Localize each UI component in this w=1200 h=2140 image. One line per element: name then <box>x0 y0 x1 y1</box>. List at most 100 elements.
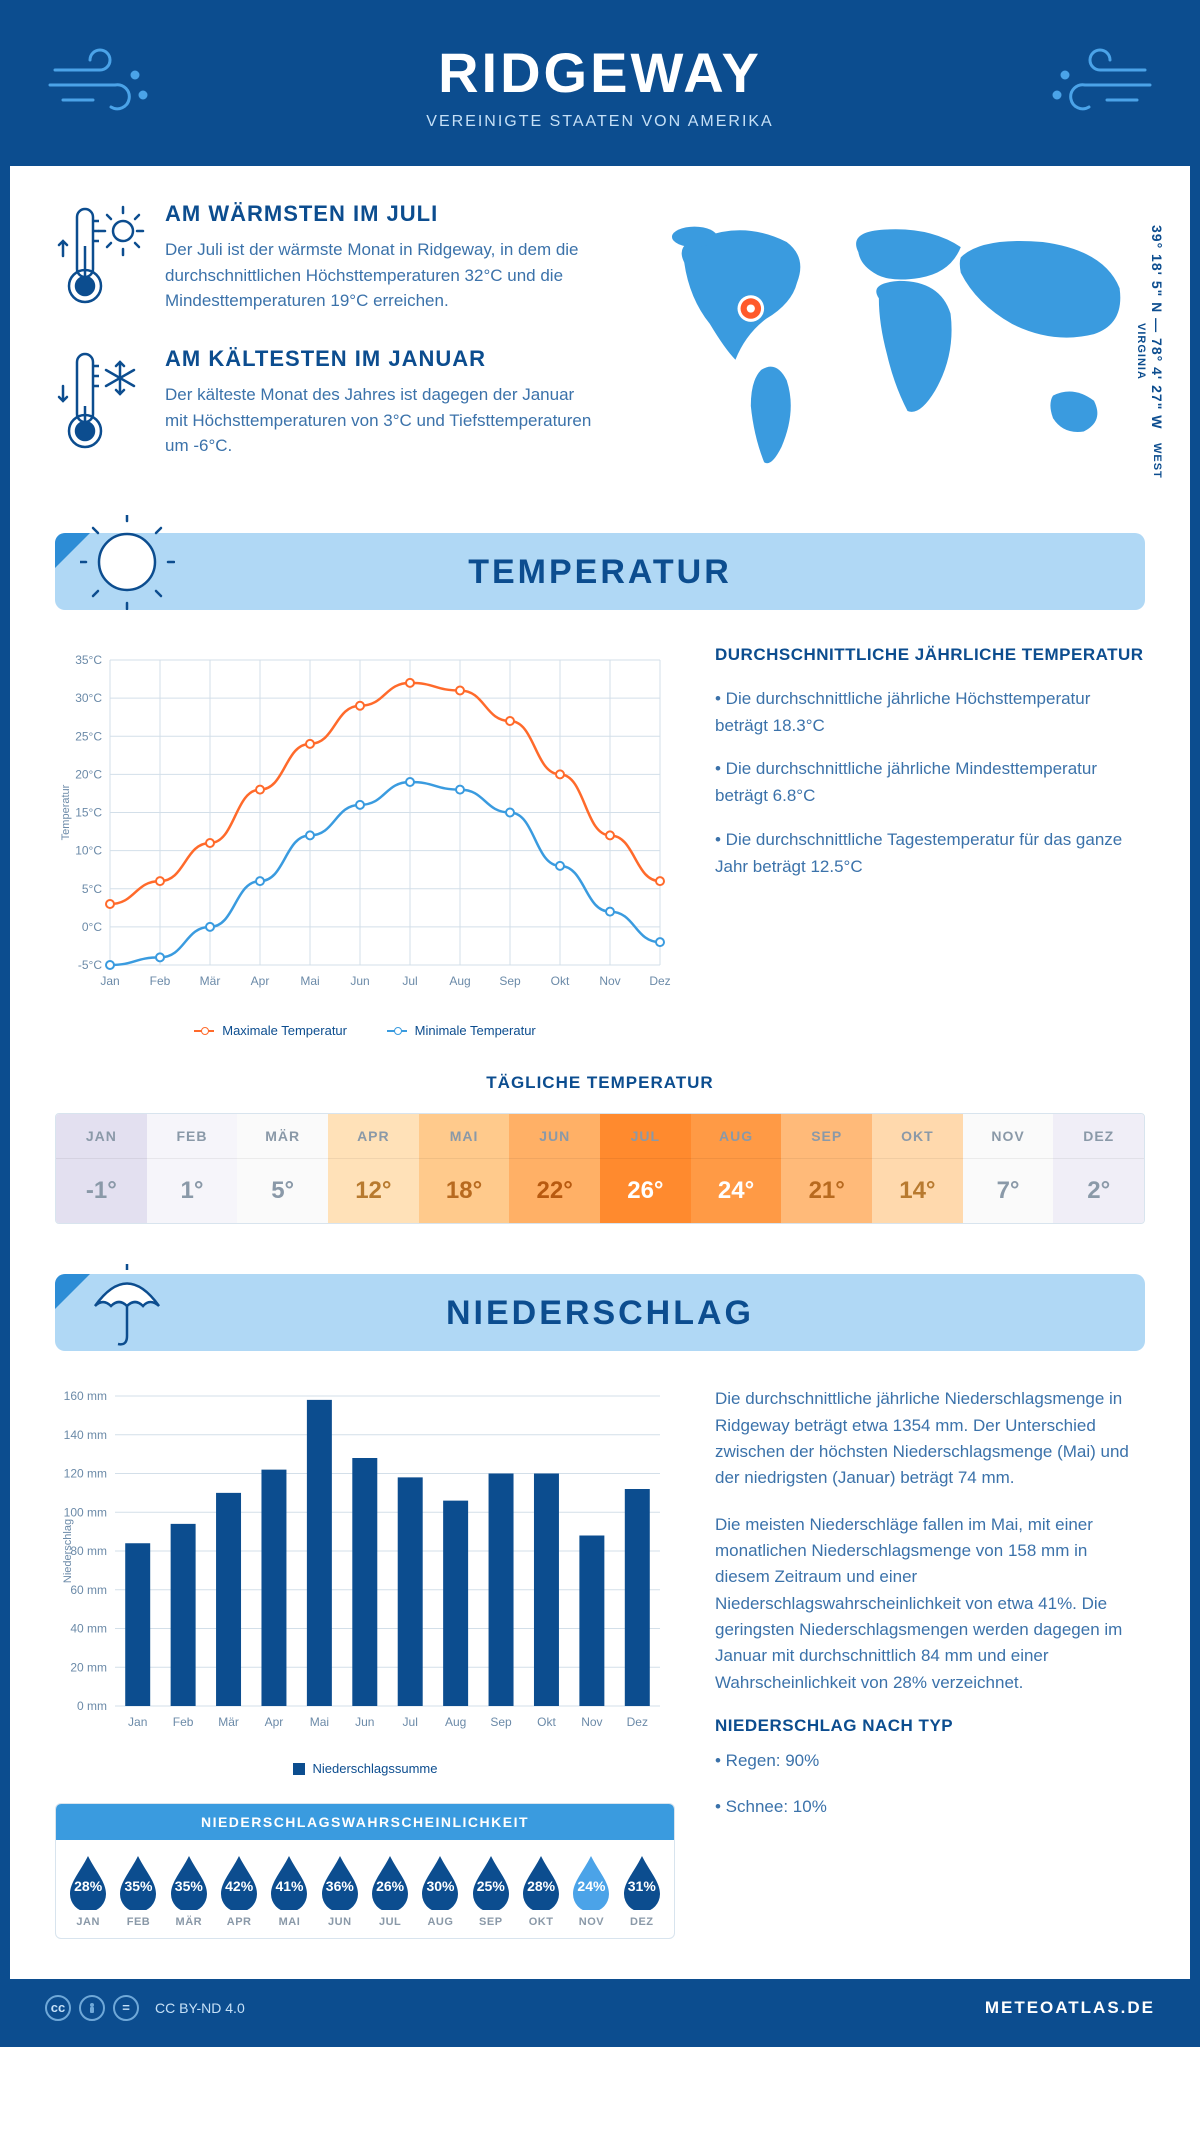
svg-text:Jan: Jan <box>100 974 119 988</box>
temp-bullet: • Die durchschnittliche jährliche Mindes… <box>715 755 1145 809</box>
svg-text:60 mm: 60 mm <box>70 1583 107 1597</box>
temp-strip-cell: JUL 26° <box>600 1114 691 1223</box>
month-label: SEP <box>467 1916 515 1928</box>
month-label: MÄR <box>165 1916 213 1928</box>
svg-text:Jun: Jun <box>355 1715 374 1729</box>
by-icon <box>79 1995 105 2021</box>
intro-left: AM WÄRMSTEN IM JULI Der Juli ist der wär… <box>55 201 593 493</box>
temp-strip-cell: JAN -1° <box>56 1114 147 1223</box>
svg-text:Mär: Mär <box>218 1715 239 1729</box>
prob-cell: 28% OKT <box>517 1854 565 1928</box>
svg-text:140 mm: 140 mm <box>64 1428 107 1442</box>
fact-cold-text: Der kälteste Monat des Jahres ist dagege… <box>165 382 593 459</box>
prob-cell: 35% FEB <box>114 1854 162 1928</box>
svg-text:Mai: Mai <box>310 1715 329 1729</box>
temp-value: 14° <box>872 1159 963 1223</box>
svg-text:5°C: 5°C <box>82 882 102 896</box>
svg-text:Feb: Feb <box>150 974 171 988</box>
legend-min: Minimale Temperatur <box>415 1023 536 1038</box>
section-banner-precip: NIEDERSCHLAG <box>55 1274 1145 1351</box>
prob-cell: 41% MAI <box>265 1854 313 1928</box>
chart-legend: Niederschlagssumme <box>55 1761 675 1778</box>
fact-warm: AM WÄRMSTEN IM JULI Der Juli ist der wär… <box>55 201 593 316</box>
svg-text:-5°C: -5°C <box>78 958 102 972</box>
daily-temp-heading: TÄGLICHE TEMPERATUR <box>55 1073 1145 1093</box>
svg-text:20°C: 20°C <box>75 767 102 781</box>
month-label: OKT <box>517 1916 565 1928</box>
precip-type-bullet: • Regen: 90% <box>715 1748 1145 1774</box>
wind-icon <box>45 45 155 125</box>
month-label: MÄR <box>237 1114 328 1159</box>
sun-icon <box>80 515 175 615</box>
license: cc = CC BY-ND 4.0 <box>45 1995 245 2021</box>
month-label: MAI <box>419 1114 510 1159</box>
precip-type-title: NIEDERSCHLAG NACH TYP <box>715 1716 1145 1736</box>
svg-text:Nov: Nov <box>581 1715 602 1729</box>
temp-strip-cell: OKT 14° <box>872 1114 963 1223</box>
month-label: OKT <box>872 1114 963 1159</box>
temp-bullet: • Die durchschnittliche jährliche Höchst… <box>715 685 1145 739</box>
svg-text:120 mm: 120 mm <box>64 1467 107 1481</box>
svg-text:160 mm: 160 mm <box>64 1389 107 1403</box>
svg-text:Jun: Jun <box>350 974 369 988</box>
temp-value: 2° <box>1053 1159 1144 1223</box>
prob-value: 42% <box>217 1854 261 1910</box>
precip-type-bullet: • Schnee: 10% <box>715 1794 1145 1820</box>
svg-text:Mai: Mai <box>300 974 319 988</box>
prob-value: 24% <box>569 1854 613 1910</box>
prob-value: 30% <box>418 1854 462 1910</box>
month-label: AUG <box>691 1114 782 1159</box>
prob-value: 36% <box>318 1854 362 1910</box>
prob-cell: 35% MÄR <box>165 1854 213 1928</box>
svg-text:15°C: 15°C <box>75 805 102 819</box>
svg-text:0 mm: 0 mm <box>77 1699 107 1713</box>
svg-text:100 mm: 100 mm <box>64 1506 107 1520</box>
temp-strip-cell: FEB 1° <box>147 1114 238 1223</box>
prob-value: 35% <box>116 1854 160 1910</box>
prob-value: 41% <box>267 1854 311 1910</box>
prob-value: 35% <box>167 1854 211 1910</box>
svg-text:Temperatur: Temperatur <box>60 784 72 840</box>
fact-cold-title: AM KÄLTESTEN IM JANUAR <box>165 346 593 372</box>
month-label: SEP <box>781 1114 872 1159</box>
svg-text:Apr: Apr <box>251 974 270 988</box>
temp-strip-cell: MÄR 5° <box>237 1114 328 1223</box>
page-subtitle: VEREINIGTE STAATEN VON AMERIKA <box>30 113 1170 131</box>
thermometer-sun-icon <box>55 201 145 316</box>
temp-strip-cell: JUN 22° <box>509 1114 600 1223</box>
temp-strip-cell: NOV 7° <box>963 1114 1054 1223</box>
intro-row: AM WÄRMSTEN IM JULI Der Juli ist der wär… <box>55 201 1145 493</box>
temp-value: 22° <box>509 1159 600 1223</box>
svg-text:Mär: Mär <box>200 974 221 988</box>
svg-text:Jul: Jul <box>402 974 417 988</box>
prob-cell: 25% SEP <box>467 1854 515 1928</box>
svg-text:35°C: 35°C <box>75 653 102 667</box>
temp-chart: -5°C0°C5°C10°C15°C20°C25°C30°C35°CJanFeb… <box>55 645 675 1039</box>
section-banner-temperature: TEMPERATUR <box>55 533 1145 610</box>
month-label: DEZ <box>1053 1114 1144 1159</box>
coordinates: 39° 18' 5" N — 78° 4' 27" W WEST VIRGINI… <box>1133 211 1165 493</box>
chart-legend: Maximale Temperatur Minimale Temperatur <box>55 1020 675 1039</box>
temp-value: 21° <box>781 1159 872 1223</box>
temp-strip-cell: SEP 21° <box>781 1114 872 1223</box>
page-title: RIDGEWAY <box>30 40 1170 105</box>
svg-text:Aug: Aug <box>449 974 470 988</box>
fact-cold: AM KÄLTESTEN IM JANUAR Der kälteste Mona… <box>55 346 593 461</box>
month-label: NOV <box>963 1114 1054 1159</box>
svg-text:Nov: Nov <box>599 974 620 988</box>
month-label: APR <box>215 1916 263 1928</box>
temp-info-title: DURCHSCHNITTLICHE JÄHRLICHE TEMPERATUR <box>715 645 1145 665</box>
month-label: NOV <box>567 1916 615 1928</box>
temp-value: 12° <box>328 1159 419 1223</box>
legend-precip: Niederschlagssumme <box>313 1761 438 1776</box>
prob-value: 28% <box>519 1854 563 1910</box>
content: AM WÄRMSTEN IM JULI Der Juli ist der wär… <box>10 166 1190 1939</box>
wind-icon <box>1045 45 1155 125</box>
month-label: JUN <box>509 1114 600 1159</box>
svg-text:Okt: Okt <box>551 974 570 988</box>
svg-text:Apr: Apr <box>265 1715 284 1729</box>
bar-chart: 0 mm20 mm40 mm60 mm80 mm100 mm120 mm140 … <box>55 1386 675 1746</box>
svg-text:20 mm: 20 mm <box>70 1661 107 1675</box>
svg-text:40 mm: 40 mm <box>70 1622 107 1636</box>
probability-box: NIEDERSCHLAGSWAHRSCHEINLICHKEIT 28% JAN … <box>55 1803 675 1939</box>
